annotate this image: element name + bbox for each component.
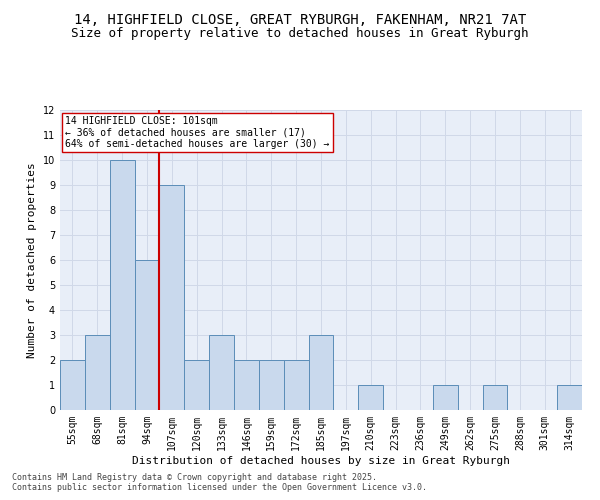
Text: Contains HM Land Registry data © Crown copyright and database right 2025.: Contains HM Land Registry data © Crown c… — [12, 474, 377, 482]
Bar — [85, 335, 110, 410]
Bar — [284, 360, 308, 410]
Bar — [209, 335, 234, 410]
Bar — [134, 260, 160, 410]
Bar — [358, 385, 383, 410]
Bar — [234, 360, 259, 410]
Bar — [60, 360, 85, 410]
Bar — [160, 185, 184, 410]
Bar — [433, 385, 458, 410]
Bar — [110, 160, 134, 410]
Bar — [184, 360, 209, 410]
Text: 14 HIGHFIELD CLOSE: 101sqm
← 36% of detached houses are smaller (17)
64% of semi: 14 HIGHFIELD CLOSE: 101sqm ← 36% of deta… — [65, 116, 329, 149]
Y-axis label: Number of detached properties: Number of detached properties — [27, 162, 37, 358]
Bar — [482, 385, 508, 410]
Bar — [308, 335, 334, 410]
Text: Size of property relative to detached houses in Great Ryburgh: Size of property relative to detached ho… — [71, 28, 529, 40]
Text: 14, HIGHFIELD CLOSE, GREAT RYBURGH, FAKENHAM, NR21 7AT: 14, HIGHFIELD CLOSE, GREAT RYBURGH, FAKE… — [74, 12, 526, 26]
Bar — [259, 360, 284, 410]
Bar — [557, 385, 582, 410]
Text: Contains public sector information licensed under the Open Government Licence v3: Contains public sector information licen… — [12, 484, 427, 492]
X-axis label: Distribution of detached houses by size in Great Ryburgh: Distribution of detached houses by size … — [132, 456, 510, 466]
